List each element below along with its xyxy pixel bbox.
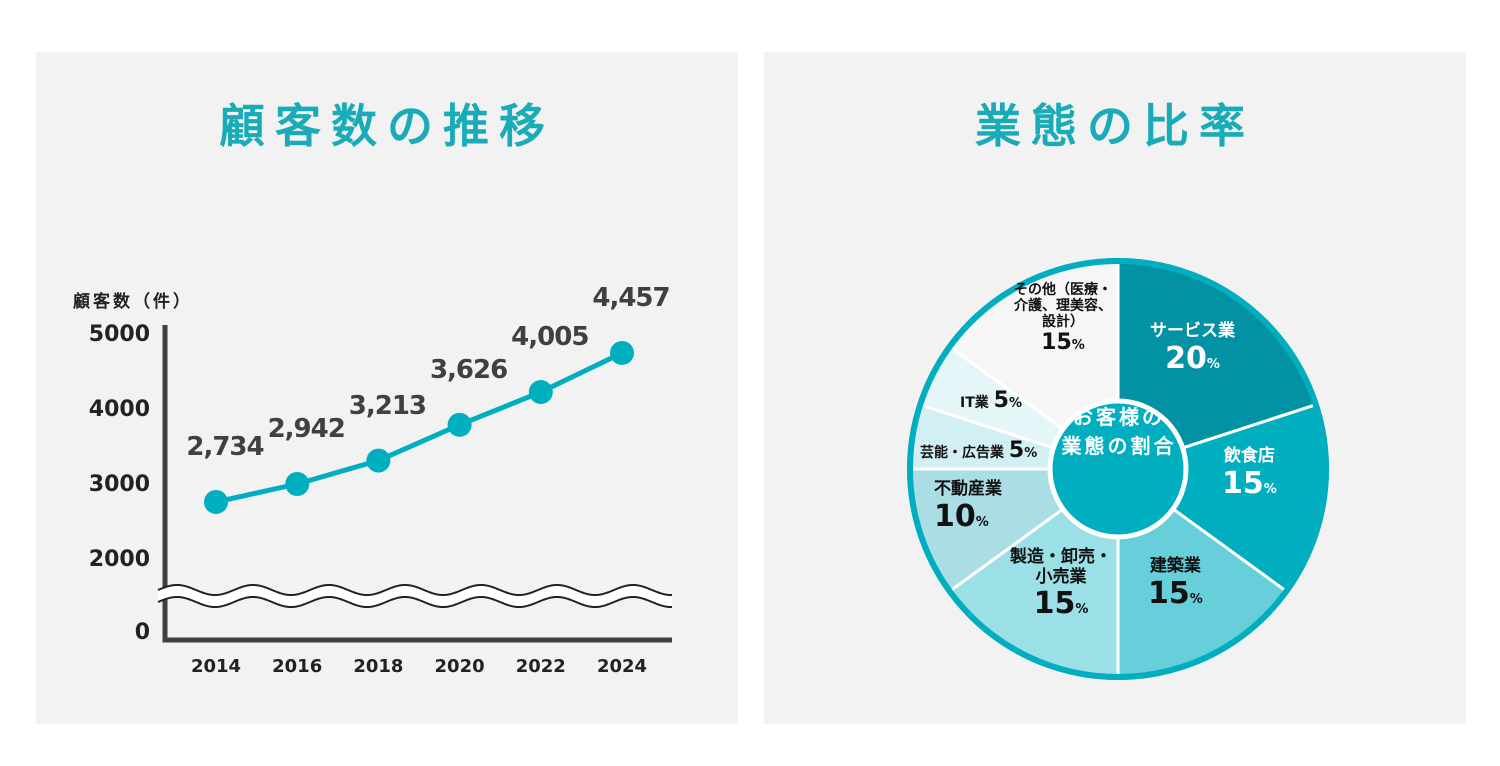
axis-break-band <box>158 585 672 607</box>
slice-label-manufacturing: 製造・卸売・小売業 15% <box>1010 547 1112 622</box>
pie-outer-ring <box>907 258 1329 680</box>
chart-title: 業態の比率 <box>975 99 1255 153</box>
data-label: 4,005 <box>511 322 589 353</box>
slice-label-construction: 建築業 15% <box>1148 556 1203 611</box>
slice-label-realestate: 不動産業 10% <box>934 479 1002 534</box>
x-tick-label: 2014 <box>190 656 242 677</box>
x-tick-label: 2020 <box>434 656 485 677</box>
y-tick-label: 5000 <box>88 322 150 347</box>
series-line <box>215 350 624 505</box>
customer-trend-panel: 顧客数の推移 <box>36 52 738 724</box>
data-label: 3,626 <box>429 354 508 385</box>
data-label: 3,213 <box>348 390 427 421</box>
x-tick-label: 2016 <box>272 656 323 677</box>
axis-break-line <box>157 584 672 596</box>
data-label: 4,457 <box>592 282 670 313</box>
slice-label-other: その他（医療・介護、理美容、設計） 15% <box>1014 282 1112 356</box>
slice-label-it: IT業 5% <box>960 388 1022 413</box>
x-tick-label: 2022 <box>515 656 566 677</box>
data-point <box>610 340 634 365</box>
slice-label-restaurant: 飲食店 15% <box>1222 446 1277 501</box>
data-label: 2,942 <box>267 414 346 444</box>
y-axis-label: 顧客数（件） <box>73 292 193 312</box>
y-tick-label: 3000 <box>88 472 150 497</box>
x-tick-label: 2018 <box>353 656 404 677</box>
y-tick-label: 2000 <box>88 547 150 572</box>
pie-center-label: お客様の 業態の割合 <box>1061 405 1177 458</box>
y-tick-label: 4000 <box>88 397 150 422</box>
pie-center-circle <box>1047 398 1189 540</box>
y-tick-label: 0 <box>134 620 150 645</box>
data-point <box>447 412 472 437</box>
data-point <box>285 472 310 497</box>
slice-label-entertainment: 芸能・広告業 5% <box>920 438 1038 463</box>
axes <box>162 325 672 643</box>
x-tick-label: 2024 <box>596 656 648 677</box>
slice-label-service: サービス業 20% <box>1150 321 1235 376</box>
data-point <box>366 448 391 473</box>
chart-title: 顧客数の推移 <box>219 99 555 153</box>
data-label: 2,734 <box>186 432 264 462</box>
data-point <box>204 490 228 514</box>
data-point <box>528 380 553 405</box>
axis-break-line <box>157 596 672 608</box>
